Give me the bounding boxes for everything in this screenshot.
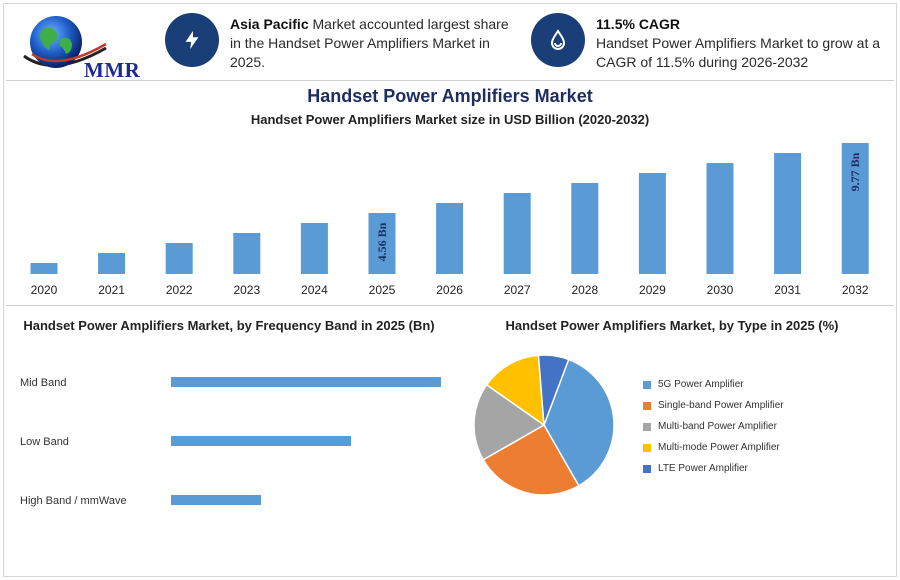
legend-swatch	[643, 401, 651, 410]
bar-2023	[233, 233, 261, 274]
bar-2022	[165, 243, 193, 274]
x-tick-2022: 2022	[166, 283, 193, 297]
info-card-2-body: Handset Power Amplifiers Market to grow …	[596, 35, 881, 70]
bar-2025	[368, 213, 396, 274]
info-card-2-text: 11.5% CAGR Handset Power Amplifiers Mark…	[596, 15, 886, 72]
type-pie-title: Handset Power Amplifiers Market, by Type…	[505, 318, 839, 333]
x-tick-2032: 2032	[842, 283, 869, 297]
info-card-1-badge	[165, 13, 219, 67]
bar-2026	[436, 203, 464, 274]
info-card-1-body: Market accounted largest share in the Ha…	[230, 16, 509, 70]
band-bar-mid-band	[171, 377, 441, 387]
type-pie-chart	[473, 354, 615, 496]
x-tick-2026: 2026	[436, 283, 463, 297]
legend-swatch	[643, 380, 651, 389]
legend-swatch	[643, 443, 651, 452]
bar-2021	[98, 253, 126, 274]
growth-drop-icon	[550, 29, 566, 50]
page-frame	[3, 3, 897, 577]
lightning-icon	[185, 30, 199, 50]
info-card-1-highlight: Asia Pacific	[230, 16, 309, 32]
bar-2027	[503, 193, 531, 274]
legend-item-5g-power-amplifier: 5G Power Amplifier	[643, 374, 784, 395]
x-tick-2020: 2020	[31, 283, 58, 297]
x-tick-2030: 2030	[707, 283, 734, 297]
globe-icon	[23, 16, 107, 68]
x-tick-2024: 2024	[301, 283, 328, 297]
x-tick-2023: 2023	[233, 283, 260, 297]
pie-slice-multi-band-power-amplifier	[473, 383, 546, 461]
type-pie-legend: 5G Power Amplifier Single-band Power Ampl…	[643, 374, 784, 479]
band-label-high-band-mmwave: High Band / mmWave	[20, 495, 127, 507]
pie-slice-single-band-power-amplifier	[482, 423, 580, 496]
band-label-mid-band: Mid Band	[20, 377, 66, 389]
frequency-band-bar-chart: Mid Band Low Band High Band / mmWave	[20, 377, 441, 507]
x-tick-2025: 2025	[369, 283, 396, 297]
brand-logo: MMR	[14, 8, 144, 82]
brand-name: MMR	[84, 58, 141, 82]
x-tick-2031: 2031	[774, 283, 801, 297]
bar-2030	[706, 163, 734, 274]
info-card-1-text: Asia Pacific Market accounted largest sh…	[230, 15, 520, 72]
legend-item-multi-mode-power-amplifier: Multi-mode Power Amplifier	[643, 437, 784, 458]
data-label-2025: 4.56 Bn	[375, 222, 389, 261]
market-size-bar-chart: 2020 2021 2022 2023 2024 2025 4.56 Bn 2026 2027 2…	[30, 143, 869, 297]
header-divider	[6, 80, 894, 81]
info-card-2-headline: 11.5% CAGR	[596, 16, 681, 32]
legend-label: LTE Power Amplifier	[658, 463, 748, 474]
bar-2028	[571, 183, 599, 274]
info-card-2-badge	[531, 13, 585, 67]
legend-label: 5G Power Amplifier	[658, 379, 744, 390]
legend-item-lte-power-amplifier: LTE Power Amplifier	[643, 458, 784, 479]
band-bar-high-band-mmwave	[171, 495, 261, 505]
legend-swatch	[643, 422, 651, 431]
legend-item-single-band-power-amplifier: Single-band Power Amplifier	[643, 395, 784, 416]
legend-item-multi-band-power-amplifier: Multi-band Power Amplifier	[643, 416, 784, 437]
band-label-low-band: Low Band	[20, 436, 69, 448]
band-bar-low-band	[171, 436, 351, 446]
x-tick-2028: 2028	[571, 283, 598, 297]
x-tick-2029: 2029	[639, 283, 666, 297]
bar-2020	[30, 263, 58, 274]
frequency-band-title: Handset Power Amplifiers Market, by Freq…	[23, 318, 435, 333]
legend-swatch	[643, 464, 651, 473]
x-tick-2021: 2021	[98, 283, 125, 297]
section-divider	[6, 305, 894, 306]
legend-label: Multi-mode Power Amplifier	[658, 442, 780, 453]
data-label-2032: 9.77 Bn	[848, 152, 862, 191]
chart-title: Handset Power Amplifiers Market	[307, 86, 593, 106]
chart-subtitle: Handset Power Amplifiers Market size in …	[250, 112, 650, 127]
x-tick-2027: 2027	[504, 283, 531, 297]
legend-label: Multi-band Power Amplifier	[658, 421, 777, 432]
bar-2029	[638, 173, 666, 274]
pie-slice-multi-mode-power-amplifier	[485, 354, 545, 427]
bar-2031	[774, 153, 802, 274]
bar-2024	[300, 223, 328, 274]
bar-2032	[841, 143, 869, 274]
pie-slice-lte-power-amplifier	[537, 354, 570, 426]
legend-label: Single-band Power Amplifier	[658, 400, 784, 411]
